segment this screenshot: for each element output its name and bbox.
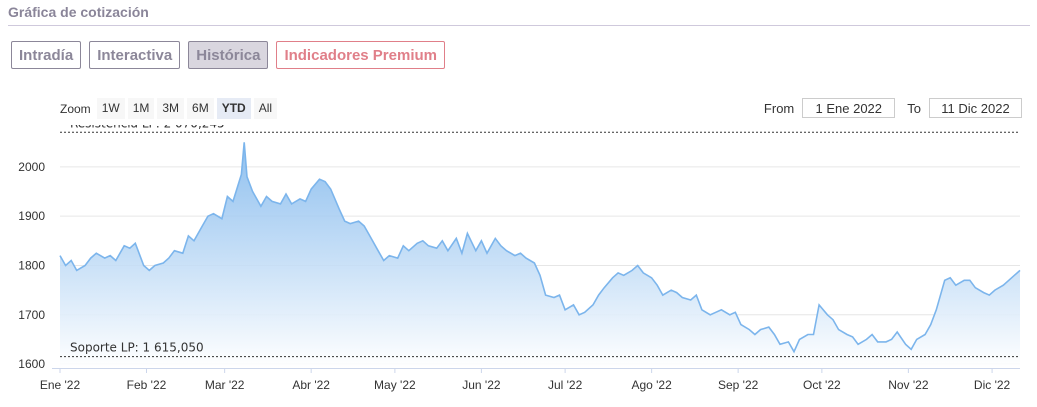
- zoom-1w-button[interactable]: 1W: [96, 98, 125, 119]
- support-label: Soporte LP: 1 615,050: [70, 341, 204, 355]
- zoom-6m-button[interactable]: 6M: [187, 98, 214, 119]
- x-tick-label: Jun '22: [462, 378, 501, 392]
- zoom-1m-button[interactable]: 1M: [127, 98, 155, 119]
- price-chart: 1600 1700 1800 1900 2000 Resistencia LP: 2 0…: [18, 125, 1021, 392]
- resistance-label: Resistencia LP: 2 070,245: [70, 125, 225, 130]
- from-label: From: [763, 100, 795, 116]
- x-tick-label: Mar '22: [205, 378, 245, 392]
- x-tick-label: May '22: [374, 378, 416, 392]
- from-date-input[interactable]: [802, 98, 896, 118]
- x-tick-label: Dic '22: [974, 378, 1011, 392]
- x-tick-label: Feb '22: [127, 378, 167, 392]
- premium-tab-label: Indicadores Premium: [284, 46, 437, 64]
- x-tick-label: Jul '22: [548, 378, 583, 392]
- to-label: To: [907, 100, 921, 116]
- y-axis-labels: 1600 1700 1800 1900 2000: [18, 160, 45, 371]
- zoom-selector: Zoom 1W 1M 3M 6M YTD All: [60, 98, 278, 119]
- x-tick-label: Nov '22: [888, 378, 929, 392]
- y-tick-label: 1700: [18, 308, 45, 322]
- tab-intradia[interactable]: Intradía: [11, 41, 82, 69]
- y-tick-label: 1900: [18, 209, 45, 223]
- x-tick-label: Oct '22: [803, 378, 841, 392]
- tab-historica[interactable]: Histórica: [188, 41, 269, 69]
- x-tick-label: Sep '22: [718, 378, 759, 392]
- price-line: [59, 142, 1021, 354]
- x-tick-label: Ene '22: [40, 378, 81, 392]
- support-resistance-lines: Resistencia LP: 2 070,245 Soporte LP: 1 6…: [60, 125, 1020, 358]
- x-tick-label: Ago '22: [631, 378, 672, 392]
- zoom-ytd-button[interactable]: YTD: [216, 98, 251, 119]
- to-date-input[interactable]: [929, 98, 1022, 118]
- y-tick-label: 1800: [18, 258, 45, 272]
- chart-tabs: Intradía Interactiva Histórica Indicador…: [11, 41, 445, 69]
- x-axis-labels: Ene '22 Feb '22 Mar '22 Abr '22 May '22 Jun '…: [40, 368, 1011, 392]
- date-range: From To: [764, 98, 1022, 118]
- title-divider: [8, 25, 1030, 26]
- tab-interactiva[interactable]: Interactiva: [89, 41, 181, 69]
- chart-section-title: Gráfica de cotización: [8, 4, 149, 20]
- tab-indicadores-premium[interactable]: Indicadores Premium: [276, 41, 445, 69]
- x-tick-label: Abr '22: [292, 378, 330, 392]
- zoom-label: Zoom: [60, 101, 91, 116]
- zoom-3m-button[interactable]: 3M: [157, 98, 185, 119]
- y-tick-label: 2000: [18, 160, 45, 174]
- price-area: [60, 142, 1020, 368]
- y-tick-label: 1600: [18, 357, 45, 371]
- zoom-all-button[interactable]: All: [253, 98, 278, 119]
